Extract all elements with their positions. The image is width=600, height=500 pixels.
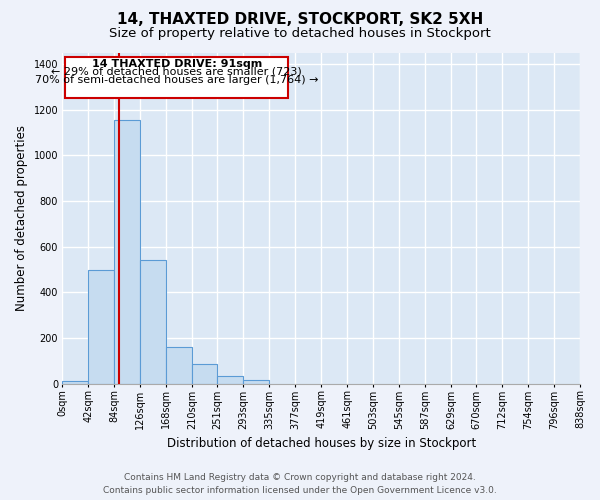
Text: Size of property relative to detached houses in Stockport: Size of property relative to detached ho… xyxy=(109,28,491,40)
Y-axis label: Number of detached properties: Number of detached properties xyxy=(15,125,28,311)
Text: ← 29% of detached houses are smaller (723): ← 29% of detached houses are smaller (72… xyxy=(51,67,302,77)
Bar xyxy=(244,380,269,384)
Bar xyxy=(192,364,217,384)
Bar xyxy=(114,120,140,384)
Bar xyxy=(62,382,88,384)
Text: 14 THAXTED DRIVE: 91sqm: 14 THAXTED DRIVE: 91sqm xyxy=(92,59,262,69)
Bar xyxy=(88,270,114,384)
Text: Contains HM Land Registry data © Crown copyright and database right 2024.
Contai: Contains HM Land Registry data © Crown c… xyxy=(103,474,497,495)
Bar xyxy=(217,376,244,384)
Bar xyxy=(140,260,166,384)
Text: 14, THAXTED DRIVE, STOCKPORT, SK2 5XH: 14, THAXTED DRIVE, STOCKPORT, SK2 5XH xyxy=(117,12,483,28)
Bar xyxy=(166,347,192,384)
X-axis label: Distribution of detached houses by size in Stockport: Distribution of detached houses by size … xyxy=(167,437,476,450)
FancyBboxPatch shape xyxy=(65,57,288,98)
Text: 70% of semi-detached houses are larger (1,764) →: 70% of semi-detached houses are larger (… xyxy=(35,75,319,85)
